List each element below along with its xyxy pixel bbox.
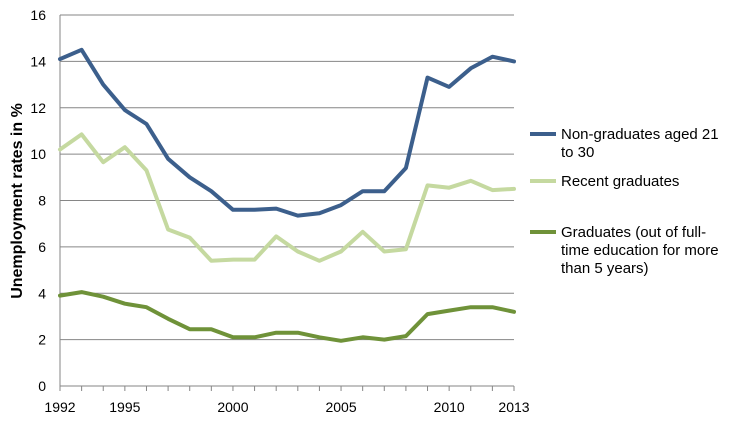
y-tick-label: 2 [38,332,46,348]
legend-label: Non-graduates aged 21 [561,126,719,143]
series-lines [58,47,516,343]
y-axis-title: Unemployment rates in % [9,103,26,299]
series-line-3 [58,290,516,343]
series-line-2 [58,132,516,263]
axes: 0 2 4 6 8 10 12 14 16 1992 1995 2000 2005 2010 2013 [30,7,529,415]
series-line-1 [58,47,516,218]
x-tick-label: 2000 [217,399,248,415]
legend-item-3: Graduates (out of full-time education fo… [530,224,719,277]
y-tick-label: 6 [38,239,46,255]
x-tick-label: 2013 [498,399,529,415]
y-tick-label: 12 [30,100,46,116]
y-tick-label: 4 [38,285,46,301]
gridlines [60,14,514,341]
y-tick-label: 0 [38,378,46,394]
y-tick-label: 8 [38,193,46,209]
x-tick-label: 2010 [434,399,465,415]
x-tick-label: 1992 [44,399,75,415]
legend-item-2: Recent graduates [530,173,679,190]
legend-label: time education for more [561,242,719,259]
y-tick-label: 10 [30,146,46,162]
x-tick-label: 2005 [325,399,356,415]
legend-label: Graduates (out of full- [561,224,706,241]
legend-label: Recent graduates [561,173,679,190]
x-tick-label: 1995 [109,399,140,415]
legend-label: to 30 [561,144,594,161]
y-tick-label: 14 [30,53,46,69]
y-tick-label: 16 [30,7,46,23]
legend-label: than 5 years) [561,260,649,277]
